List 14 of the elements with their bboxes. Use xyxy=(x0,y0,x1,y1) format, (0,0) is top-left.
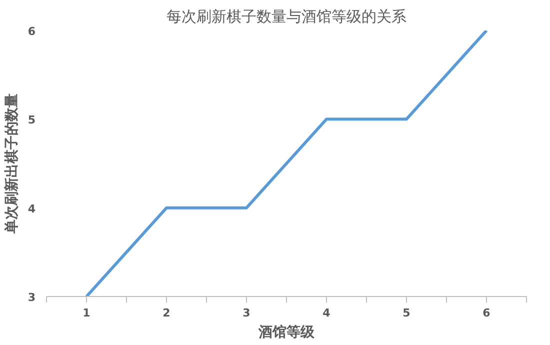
x-tick-label: 5 xyxy=(402,306,410,320)
y-tick-label: 4 xyxy=(28,202,36,216)
x-axis-title: 酒馆等级 xyxy=(258,324,316,340)
line-series xyxy=(85,30,488,296)
y-tick-label: 6 xyxy=(28,25,36,38)
y-tick-label: 5 xyxy=(28,114,36,127)
y-axis-title: 单次刷新出棋子的数量 xyxy=(2,94,20,234)
x-tick-label: 4 xyxy=(322,306,331,320)
chart-title: 每次刷新棋子数量与酒馆等级的关系 xyxy=(166,8,406,26)
x-tick-label: 1 xyxy=(82,306,90,320)
x-tick-label: 3 xyxy=(242,306,250,320)
y-tick-label: 3 xyxy=(28,291,36,304)
x-tick-label: 6 xyxy=(482,306,491,320)
x-tick-label: 2 xyxy=(162,306,170,320)
